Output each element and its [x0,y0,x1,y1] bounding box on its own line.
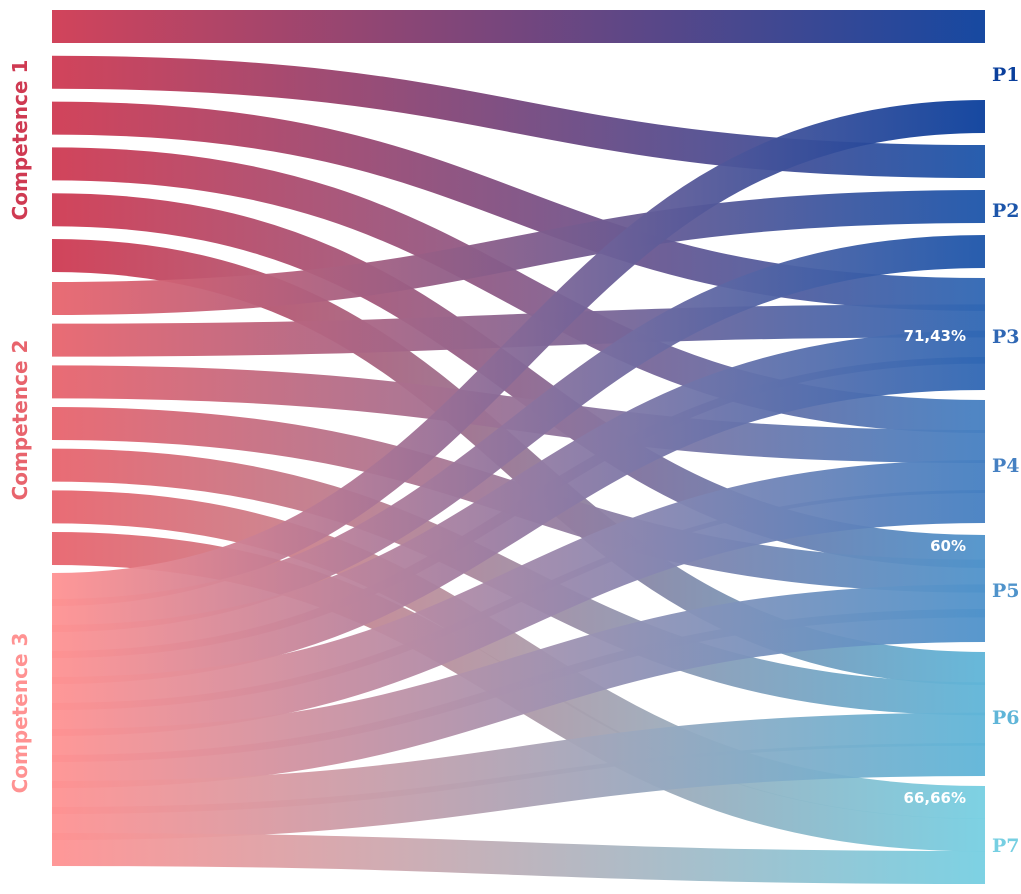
sankey-link-competence-3-to-p5 [51,584,986,762]
source-label-3: Competence 3 [8,633,32,794]
sankey-link-competence-3-to-p1 [51,100,986,606]
sankey-link-competence-3-to-p7 [51,833,986,884]
sankey-link-competence-2-to-p2 [51,190,986,315]
annotation-p3-percent: 71,43% [904,327,966,345]
sankey-link-competence-3-to-p4 [51,460,986,710]
sankey-link-competence-3-to-p5 [51,609,986,788]
sankey-links [51,9,986,884]
source-label-1: Competence 1 [8,60,32,221]
target-label-p2: P2 [992,200,1020,222]
sankey-labels: Competence 1 Competence 2 Competence 3 P… [8,60,1020,857]
sankey-link-competence-3-to-p3 [51,357,986,684]
target-label-p3: P3 [992,326,1020,348]
target-label-p4: P4 [992,455,1020,477]
annotation-p7-percent: 66,66% [904,789,966,807]
sankey-link-competence-3-to-p4 [51,490,986,736]
source-label-2: Competence 2 [8,340,32,501]
sankey-link-competence-2-to-p7 [51,490,986,819]
target-label-p7: P7 [992,835,1020,857]
sankey-link-competence-3-to-p6 [51,743,986,840]
sankey-link-competence-3-to-p3 [51,330,986,658]
sankey-link-competence-3-to-p2 [51,235,986,632]
target-label-p1: P1 [992,64,1020,86]
sankey-link-competence-3-to-p6 [51,712,986,814]
target-label-p5: P5 [992,580,1020,602]
target-label-p6: P6 [992,707,1020,729]
annotation-p5-percent: 60% [930,537,966,555]
